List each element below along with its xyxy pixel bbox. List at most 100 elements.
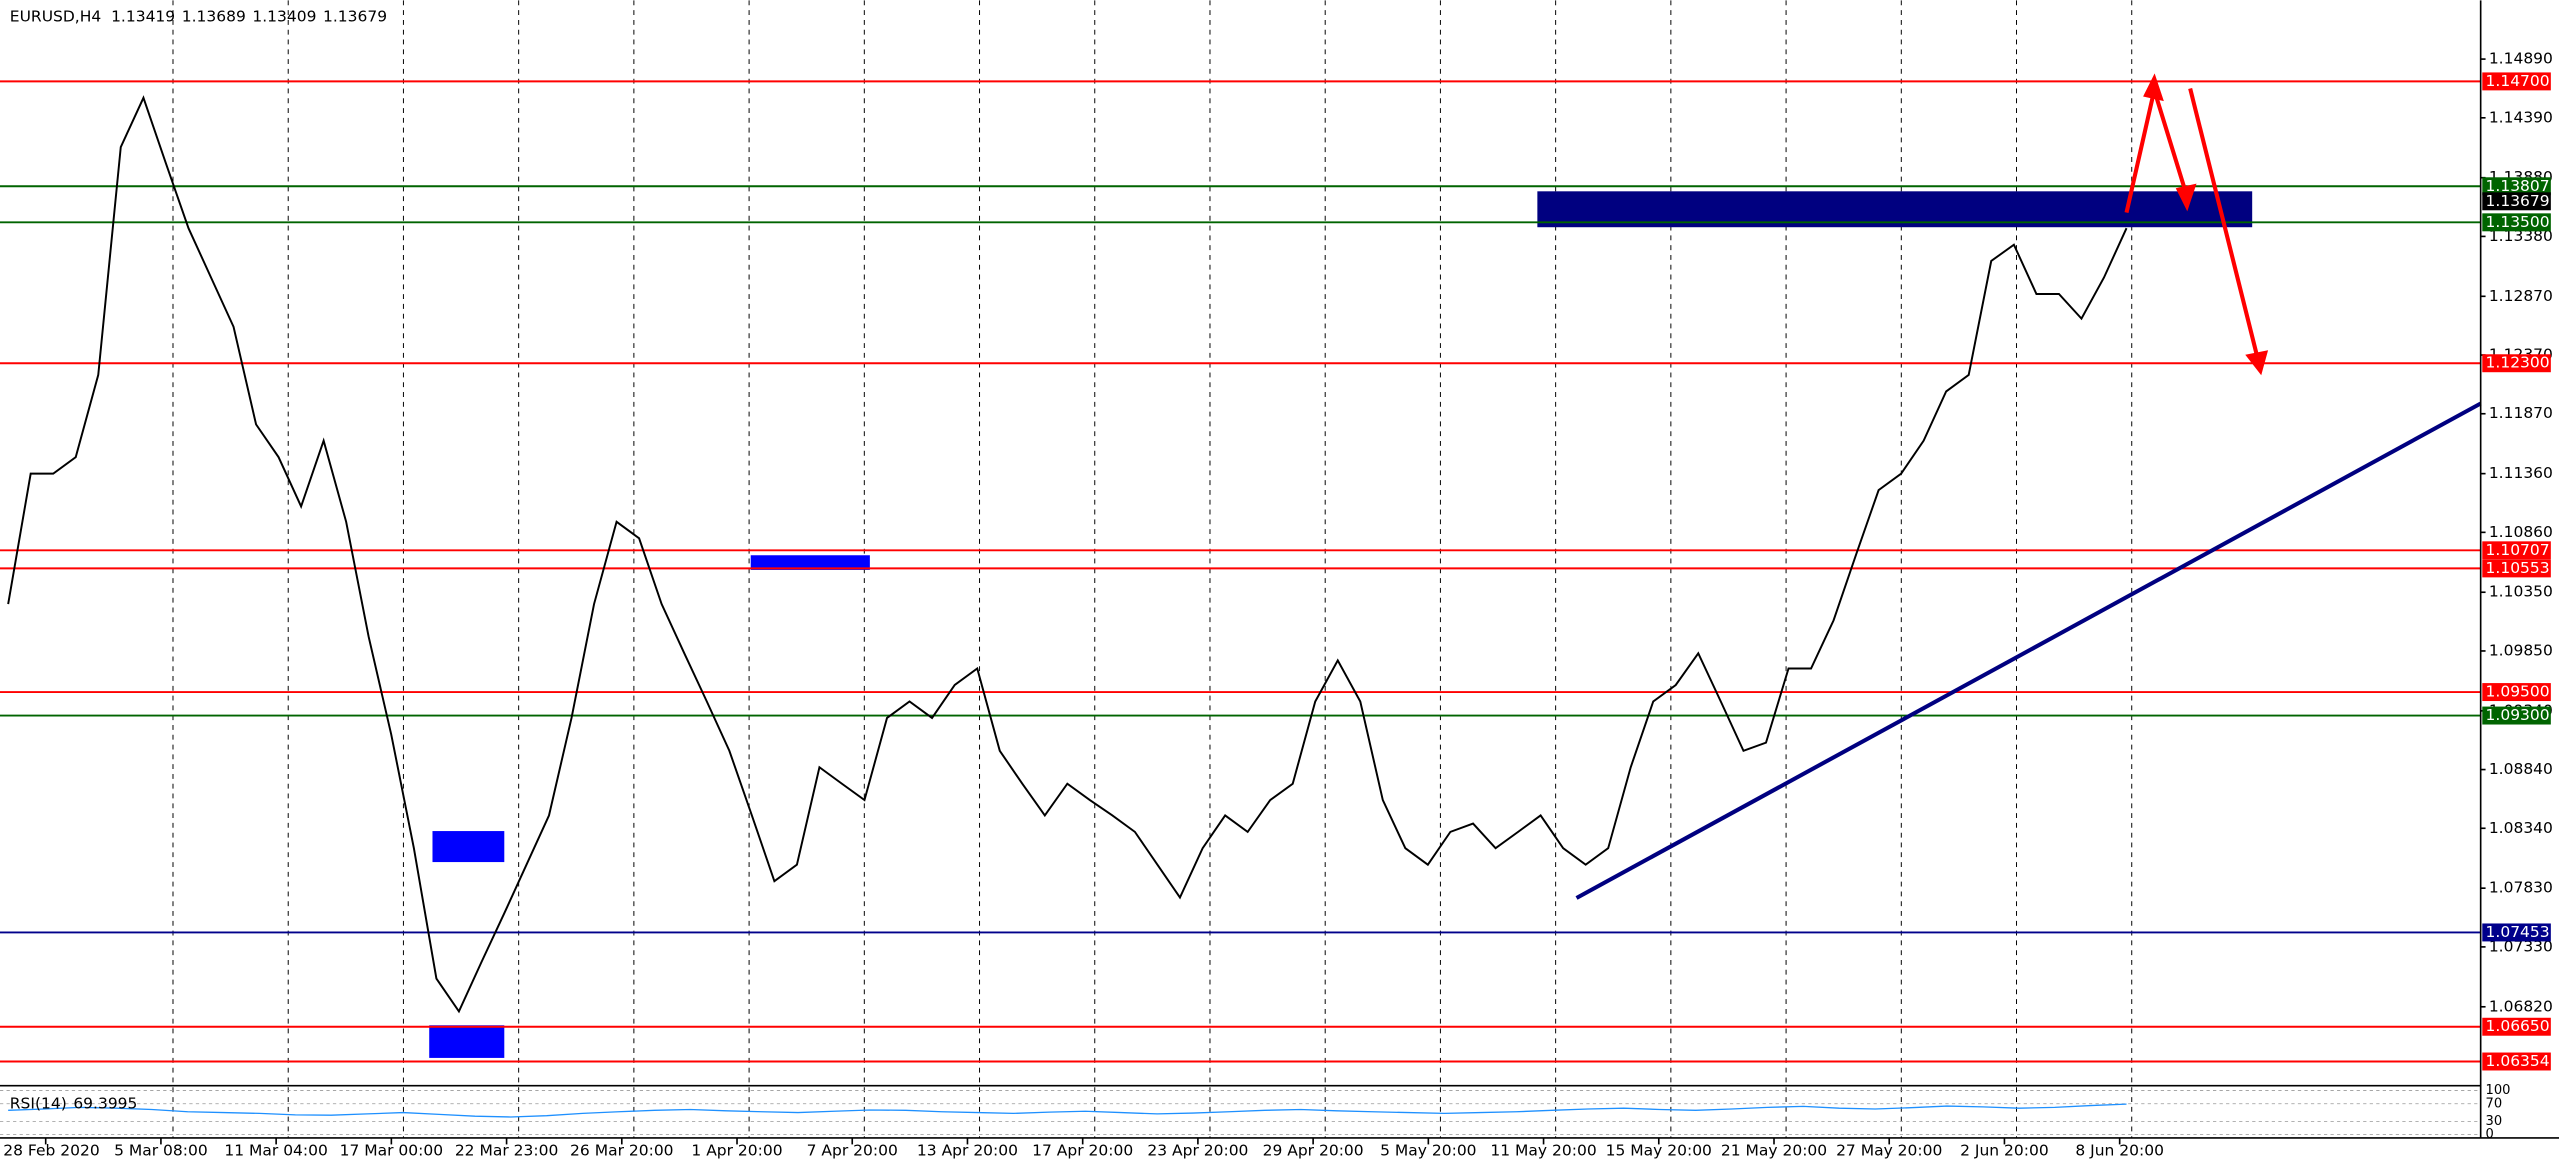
level-label-text: 1.10553 <box>2486 559 2550 577</box>
y-tick-label: 1.11870 <box>2489 404 2553 422</box>
rsi-tick-label: 100 <box>2486 1083 2511 1098</box>
level-label-bg <box>2482 706 2551 725</box>
close: 1.13679 <box>323 7 387 25</box>
level-label-text: 1.09300 <box>2486 706 2550 724</box>
x-tick-label: 11 Mar 04:00 <box>224 1141 328 1159</box>
x-tick-label: 5 Mar 08:00 <box>114 1141 208 1159</box>
x-tick-label: 2 Jun 20:00 <box>1960 1141 2049 1159</box>
level-label-bg <box>2482 923 2551 942</box>
rsi-label: RSI(14) <box>10 1094 67 1112</box>
y-tick-label: 1.08340 <box>2489 819 2553 837</box>
x-tick-label: 21 May 20:00 <box>1721 1141 1827 1159</box>
x-tick-label: 11 May 20:00 <box>1490 1141 1596 1159</box>
level-label-text: 1.12300 <box>2486 354 2550 372</box>
y-tick-label: 1.14890 <box>2489 50 2553 68</box>
y-tick-label: 1.12870 <box>2489 287 2553 305</box>
level-label-text: 1.10707 <box>2486 541 2550 559</box>
level-label: 1.09300 <box>2482 706 2551 725</box>
x-tick-label: 29 Apr 20:00 <box>1263 1141 1364 1159</box>
level-label-text: 1.13807 <box>2486 177 2550 195</box>
arrow-head <box>2175 183 2197 212</box>
arrow <box>2188 88 2260 357</box>
level-label-bg <box>2482 72 2551 91</box>
y-tick-label: 1.06820 <box>2489 997 2553 1015</box>
current-price: 1.13679 <box>2482 192 2551 211</box>
level-label: 1.06650 <box>2482 1017 2551 1036</box>
y-tick-label: 1.07830 <box>2489 879 2553 897</box>
open: 1.13419 <box>111 7 175 25</box>
x-tick-label: 26 Mar 20:00 <box>570 1141 674 1159</box>
level-label-text: 1.07453 <box>2486 923 2550 941</box>
x-tick-label: 17 Mar 00:00 <box>340 1141 444 1159</box>
price <box>7 95 2128 1014</box>
current-price-bg <box>2482 192 2551 211</box>
y-tick-label: 1.07330 <box>2489 937 2553 955</box>
symbol: EURUSD,H4 <box>10 7 101 25</box>
high: 1.13689 <box>182 7 246 25</box>
level-label: 1.10707 <box>2482 541 2551 560</box>
x-tick-label: 13 Apr 20:00 <box>917 1141 1018 1159</box>
rsi-tick-label: 0 <box>2486 1127 2494 1142</box>
x-tick-label: 22 Mar 23:00 <box>455 1141 558 1159</box>
level-label: 1.06354 <box>2482 1052 2551 1071</box>
rsi-line <box>8 1103 2127 1118</box>
levels <box>0 80 2481 1063</box>
rsi-tick-label: 30 <box>2486 1114 2503 1129</box>
rsi-tick-label: 70 <box>2486 1096 2503 1111</box>
arrow-head <box>2245 350 2269 376</box>
x-tick-label: 23 Apr 20:00 <box>1147 1141 1248 1159</box>
level-label-bg <box>2482 541 2551 560</box>
level-label-bg <box>2482 177 2551 196</box>
y-tick-label: 1.10860 <box>2489 523 2553 541</box>
y-tick-label: 1.08840 <box>2489 760 2553 778</box>
price-line <box>7 95 2128 1014</box>
level-label: 1.07453 <box>2482 923 2551 942</box>
x-tick-label: 7 Apr 20:00 <box>807 1141 898 1159</box>
supply-zone <box>1537 191 2253 228</box>
header: EURUSD,H4 1.13419 1.13689 1.13409 1.13679 <box>10 7 387 25</box>
zone <box>429 1025 505 1058</box>
level-label-text: 1.09500 <box>2486 683 2550 701</box>
zone <box>750 555 870 570</box>
y-tick-label: 1.10350 <box>2489 583 2553 601</box>
x-tick-label: 8 Jun 20:00 <box>2075 1141 2164 1159</box>
level-label-text: 1.14700 <box>2486 72 2550 90</box>
level-label-bg <box>2482 213 2551 232</box>
rsi-header: RSI(14) 69.3995 <box>10 1094 138 1112</box>
level-label-bg <box>2482 559 2551 578</box>
y-tick-label: 1.13380 <box>2489 227 2553 245</box>
x-tick-label: 15 May 20:00 <box>1606 1141 1712 1159</box>
level-label-text: 1.06650 <box>2486 1017 2550 1035</box>
projection-arrows <box>2124 73 2269 376</box>
y-tick-label: 1.14390 <box>2489 108 2553 126</box>
level-label-text: 1.13500 <box>2486 213 2550 231</box>
level-label: 1.10553 <box>2482 559 2551 578</box>
level-label: 1.14700 <box>2482 72 2551 91</box>
x-tick-label: 17 Apr 20:00 <box>1032 1141 1133 1159</box>
level-label-bg <box>2482 683 2551 702</box>
level-label-text: 1.06354 <box>2486 1052 2550 1070</box>
low: 1.13409 <box>252 7 316 25</box>
y-tick-label: 1.09850 <box>2489 641 2553 659</box>
x-tick-label: 27 May 20:00 <box>1836 1141 1942 1159</box>
level-label-bg <box>2482 354 2551 373</box>
rsi-value: 69.3995 <box>73 1094 137 1112</box>
x-tick-label: 5 May 20:00 <box>1380 1141 1476 1159</box>
trendline <box>1575 401 2482 900</box>
level-label-bg <box>2482 1017 2551 1036</box>
x-tick-label: 28 Feb 2020 <box>3 1141 99 1159</box>
level-label-bg <box>2482 1052 2551 1071</box>
level-label: 1.12300 <box>2482 354 2551 373</box>
level-label: 1.13807 <box>2482 177 2551 196</box>
zone <box>432 831 505 863</box>
axes: 28 Feb 2020 5 Mar 08:00 11 Mar 04:00 17 Mar… <box>3 50 2553 1160</box>
level-label: 1.13500 <box>2482 213 2551 232</box>
level-label: 1.09500 <box>2482 683 2551 702</box>
current-price-text: 1.13679 <box>2486 192 2550 210</box>
arrow-head <box>2143 73 2164 102</box>
y-tick-label: 1.11360 <box>2489 464 2553 482</box>
